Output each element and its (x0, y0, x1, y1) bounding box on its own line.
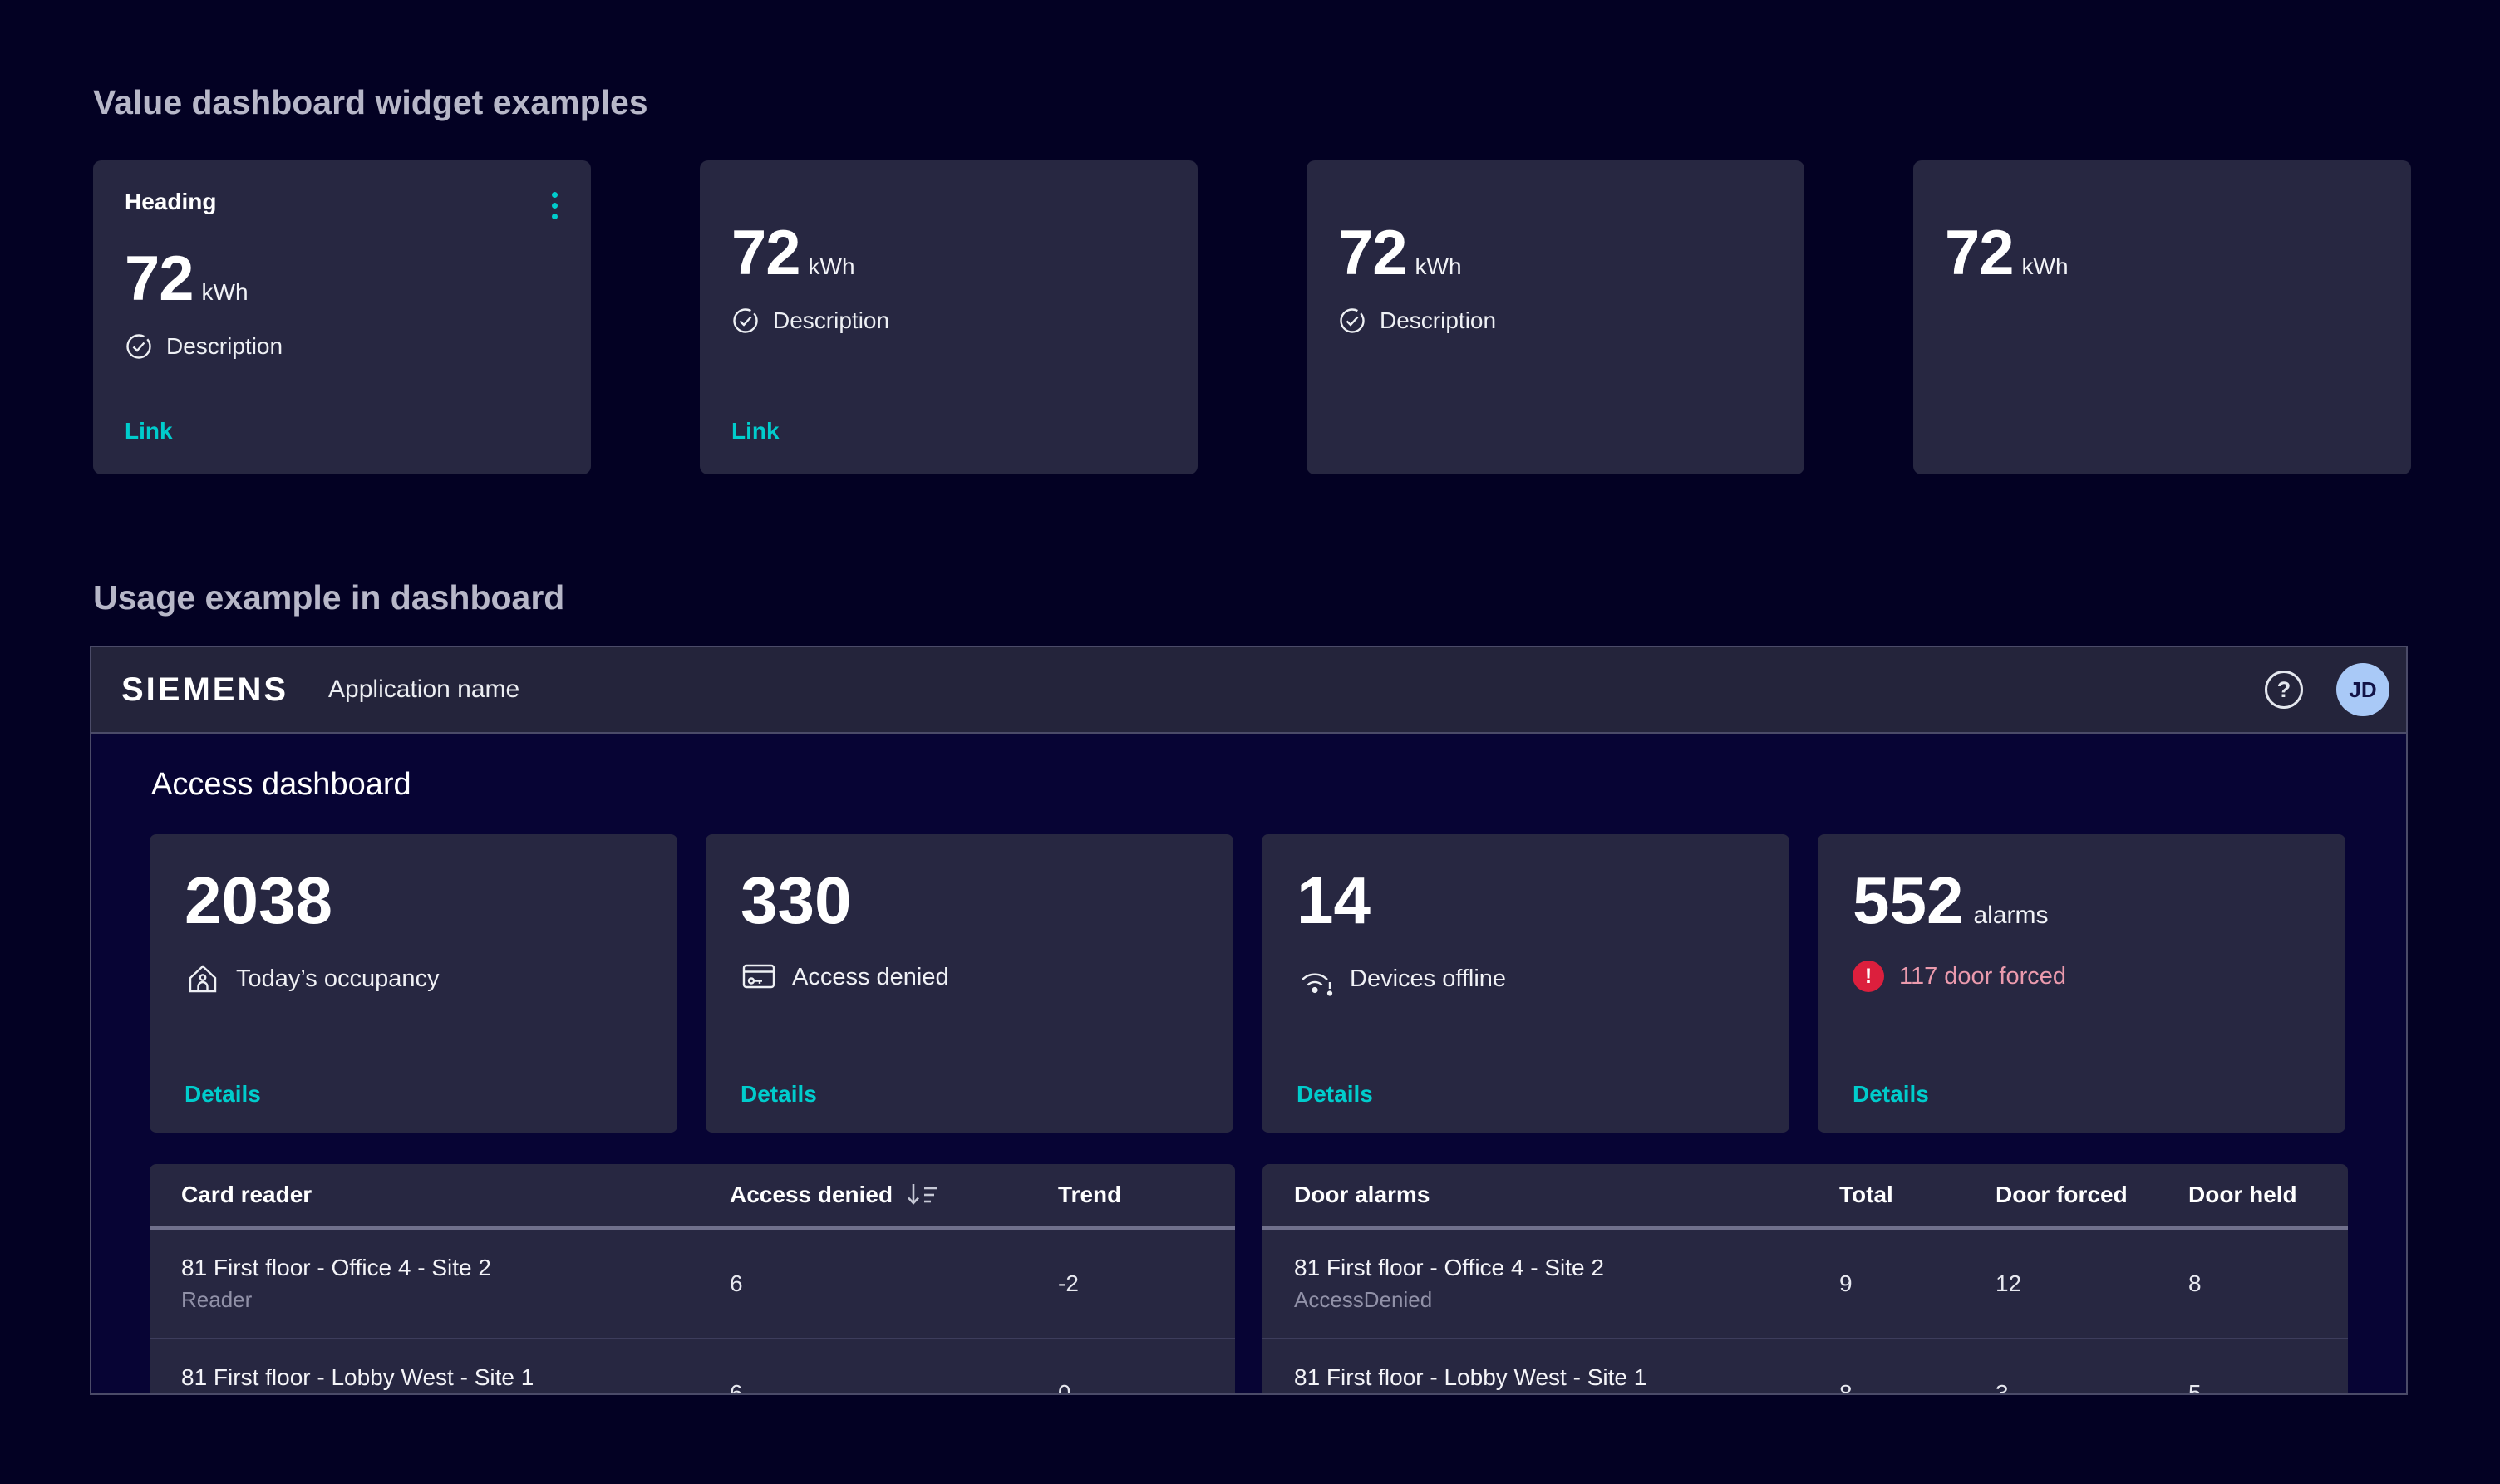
cell-door-forced: 12 (1996, 1270, 2022, 1296)
column-header-door-alarms[interactable]: Door alarms (1262, 1182, 1839, 1208)
kpi-alert-label: 117 door forced (1899, 962, 2066, 990)
kpi-value: 330 (741, 863, 852, 937)
kpi-value: 2038 (185, 863, 332, 937)
kebab-menu-icon[interactable] (550, 189, 559, 223)
help-icon[interactable]: ? (2265, 671, 2303, 709)
cell-access-denied: 6 (730, 1270, 743, 1296)
widget-value: 72 (1338, 218, 1408, 288)
details-link[interactable]: Details (1853, 1081, 1929, 1107)
door-alarms-table: Door alarms Total Door forced Door held (1262, 1164, 2348, 1395)
card-reader-table: Card reader Access denied Trend (150, 1164, 1235, 1395)
cell-door-held: 8 (2188, 1270, 2202, 1296)
widget-description: Description (166, 333, 283, 359)
check-circle-icon (125, 332, 153, 361)
widget-card-minimal: 72 kWh (1913, 160, 2411, 474)
column-header-access-denied[interactable]: Access denied (730, 1182, 1058, 1208)
widget-link[interactable]: Link (731, 418, 780, 444)
widget-card-full: Heading 72 kWh Description Link (93, 160, 591, 474)
column-header-card-reader[interactable]: Card reader (150, 1182, 730, 1208)
details-link[interactable]: Details (1297, 1081, 1373, 1107)
table-row: 81 First floor - Office 4 - Site 2 Acces… (1262, 1230, 2348, 1338)
wifi-offline-icon (1297, 961, 1335, 997)
dashboard-title: Access dashboard (151, 767, 411, 802)
cell-door-held: 5 (2188, 1380, 2202, 1395)
widget-value: 72 (125, 243, 194, 314)
column-header-door-forced[interactable]: Door forced (1996, 1182, 2188, 1208)
widget-unit: kWh (1415, 253, 1462, 279)
app-header: SIEMENS Application name ? JD (91, 647, 2406, 734)
kpi-label: Today’s occupancy (236, 965, 440, 992)
application-name: Application name (328, 676, 520, 703)
avatar[interactable]: JD (2336, 663, 2389, 716)
widget-description: Description (1380, 307, 1497, 333)
cell-total: 8 (1839, 1380, 1853, 1395)
widget-unit: kWh (201, 279, 249, 305)
table-row: 81 First floor - Office 4 - Site 2 Reade… (150, 1230, 1235, 1338)
widgets-section-title: Value dashboard widget examples (93, 83, 648, 121)
column-header-total[interactable]: Total (1839, 1182, 1996, 1208)
table-header-divider (150, 1226, 1235, 1230)
details-link[interactable]: Details (741, 1081, 817, 1107)
row-divider (1262, 1338, 2348, 1339)
row-title: 81 First floor - Lobby West - Site 1 (181, 1364, 534, 1390)
widget-link[interactable]: Link (125, 418, 173, 444)
row-subtitle: AccessDenied (1294, 1287, 1433, 1312)
dashboard-body: Access dashboard 2038 Today’s occupancy … (91, 734, 2406, 1395)
column-header-label: Door held (2188, 1182, 2297, 1207)
sort-descending-icon (904, 1182, 939, 1207)
cell-door-forced: 3 (1996, 1380, 2009, 1395)
widget-value: 72 (731, 218, 801, 288)
details-link[interactable]: Details (185, 1081, 261, 1107)
cell-total: 9 (1839, 1270, 1853, 1296)
cell-trend: -2 (1058, 1270, 1079, 1296)
siemens-logo: SIEMENS (121, 671, 289, 708)
widget-card-heading: Heading (125, 189, 217, 214)
column-header-door-held[interactable]: Door held (2188, 1182, 2348, 1208)
alert-icon: ! (1853, 961, 1884, 992)
widget-examples-row: Heading 72 kWh Description Link 72 kWh D… (93, 160, 2500, 474)
kpi-value: 14 (1297, 863, 1371, 937)
column-header-label: Trend (1058, 1182, 1122, 1207)
column-header-label: Door alarms (1294, 1182, 1430, 1207)
table-row: 81 First floor - Lobby West - Site 1 8 3… (1262, 1339, 2348, 1395)
row-title: 81 First floor - Office 4 - Site 2 (1294, 1255, 1604, 1280)
check-circle-icon (1338, 307, 1366, 335)
column-header-label: Access denied (730, 1182, 893, 1207)
kpi-card-alarms: 552 alarms ! 117 door forced Details (1818, 834, 2345, 1133)
widget-card-with-description: 72 kWh Description (1307, 160, 1804, 474)
kpi-value: 552 (1853, 863, 1964, 937)
column-header-trend[interactable]: Trend (1058, 1182, 1235, 1208)
table-row: 81 First floor - Lobby West - Site 1 6 0 (150, 1339, 1235, 1395)
row-title: 81 First floor - Lobby West - Site 1 (1294, 1364, 1647, 1390)
app-panel: SIEMENS Application name ? JD Access das… (90, 646, 2408, 1395)
widget-unit: kWh (2021, 253, 2069, 279)
kpi-card-access-denied: 330 Access denied Details (706, 834, 1233, 1133)
cell-access-denied: 6 (730, 1380, 743, 1395)
tables-row: Card reader Access denied Trend (150, 1164, 2348, 1395)
row-subtitle: Reader (181, 1287, 253, 1312)
column-header-label: Door forced (1996, 1182, 2128, 1207)
table-header-divider (1262, 1226, 2348, 1230)
kpi-row: 2038 Today’s occupancy Details 330 (150, 834, 2348, 1133)
widget-value: 72 (1945, 218, 2015, 288)
widget-description: Description (773, 307, 890, 333)
kpi-label: Access denied (792, 963, 949, 990)
card-reader-icon (741, 961, 777, 994)
kpi-card-devices-offline: 14 Devices offline Details (1262, 834, 1789, 1133)
kpi-label: Devices offline (1350, 965, 1507, 992)
occupancy-icon (185, 961, 221, 997)
usage-section-title: Usage example in dashboard (93, 578, 565, 617)
kpi-card-occupancy: 2038 Today’s occupancy Details (150, 834, 677, 1133)
column-header-label: Card reader (181, 1182, 312, 1207)
column-header-label: Total (1839, 1182, 1893, 1207)
check-circle-icon (731, 307, 760, 335)
cell-trend: 0 (1058, 1380, 1071, 1395)
row-divider (150, 1338, 1235, 1339)
widget-unit: kWh (808, 253, 855, 279)
kpi-unit: alarms (1973, 902, 2049, 929)
row-title: 81 First floor - Office 4 - Site 2 (181, 1255, 491, 1280)
widget-card-with-link: 72 kWh Description Link (700, 160, 1198, 474)
